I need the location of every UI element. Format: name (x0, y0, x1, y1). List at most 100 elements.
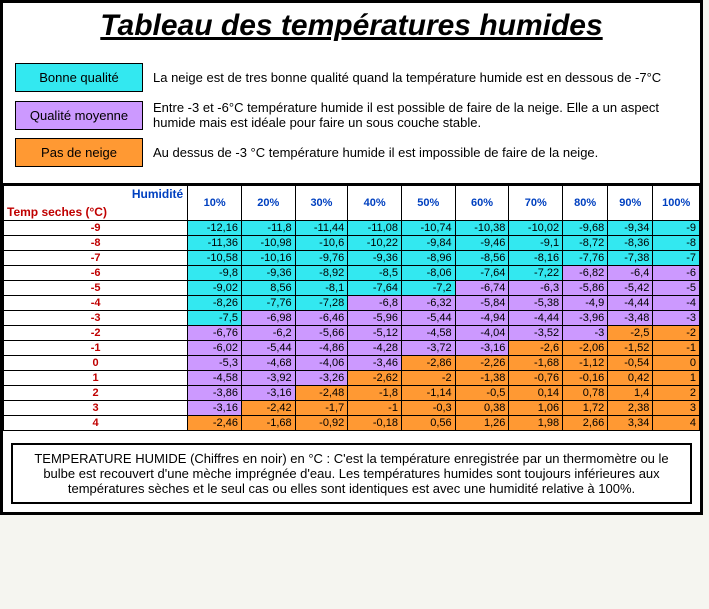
dry-temp-cell: -8 (4, 236, 188, 251)
wetbulb-cell: 0,78 (563, 386, 608, 401)
wetbulb-cell: -5,42 (608, 281, 653, 296)
wetbulb-cell: -3,92 (241, 371, 295, 386)
wetbulb-cell: -8,96 (401, 251, 455, 266)
wetbulb-cell: -2,06 (563, 341, 608, 356)
wetbulb-cell: -2,46 (188, 416, 242, 431)
wetbulb-cell: -8,56 (455, 251, 509, 266)
table-row: -1-6,02-5,44-4,86-4,28-3,72-3,16-2,6-2,0… (4, 341, 700, 356)
wetbulb-cell: -8,5 (348, 266, 402, 281)
wetbulb-cell: -6,02 (188, 341, 242, 356)
wetbulb-cell: -7,22 (509, 266, 563, 281)
dry-temp-cell: -2 (4, 326, 188, 341)
wetbulb-cell: -4,28 (348, 341, 402, 356)
humidity-column-header: 100% (653, 186, 700, 221)
wetbulb-cell: -5,84 (455, 296, 509, 311)
dry-temp-cell: 3 (4, 401, 188, 416)
wetbulb-cell: -4,06 (295, 356, 348, 371)
humidity-column-header: 10% (188, 186, 242, 221)
wetbulb-cell: 8,56 (241, 281, 295, 296)
wetbulb-cell: -7,64 (348, 281, 402, 296)
page-container: Tableau des températures humides Bonne q… (0, 0, 703, 515)
wetbulb-cell: -5,66 (295, 326, 348, 341)
wetbulb-table: HumiditéTemp seches (°C)10%20%30%40%50%6… (3, 185, 700, 431)
wetbulb-cell: 0,38 (455, 401, 509, 416)
wetbulb-cell: -2,26 (455, 356, 509, 371)
wetbulb-cell: -9,68 (563, 221, 608, 236)
legend-text: La neige est de tres bonne qualité quand… (153, 70, 692, 85)
wetbulb-cell: 0,42 (608, 371, 653, 386)
wetbulb-cell: -6,8 (348, 296, 402, 311)
wetbulb-cell: -7 (653, 251, 700, 266)
wetbulb-cell: -3,96 (563, 311, 608, 326)
wetbulb-cell: -0,5 (455, 386, 509, 401)
humidity-column-header: 40% (348, 186, 402, 221)
wetbulb-cell: -8 (653, 236, 700, 251)
wetbulb-cell: 4 (653, 416, 700, 431)
wetbulb-cell: -4,68 (241, 356, 295, 371)
wetbulb-cell: -5,44 (401, 311, 455, 326)
table-row: -5-9,028,56-8,1-7,64-7,2-6,74-6,3-5,86-5… (4, 281, 700, 296)
wetbulb-cell: -9,8 (188, 266, 242, 281)
table-wrap: HumiditéTemp seches (°C)10%20%30%40%50%6… (3, 183, 700, 431)
wetbulb-cell: -8,1 (295, 281, 348, 296)
legend-text: Au dessus de -3 °C température humide il… (153, 145, 692, 160)
wetbulb-cell: 2,66 (563, 416, 608, 431)
wetbulb-cell: 2,38 (608, 401, 653, 416)
wetbulb-cell: -1,8 (348, 386, 402, 401)
dry-temp-cell: -9 (4, 221, 188, 236)
wetbulb-cell: -1,68 (509, 356, 563, 371)
wetbulb-cell: -9,34 (608, 221, 653, 236)
wetbulb-cell: -6,74 (455, 281, 509, 296)
wetbulb-cell: -9 (653, 221, 700, 236)
dry-temp-cell: -1 (4, 341, 188, 356)
wetbulb-cell: -6,4 (608, 266, 653, 281)
wetbulb-cell: -4,94 (455, 311, 509, 326)
page-title: Tableau des températures humides (3, 3, 700, 51)
wetbulb-cell: -9,76 (295, 251, 348, 266)
wetbulb-cell: -9,84 (401, 236, 455, 251)
wetbulb-cell: -6 (653, 266, 700, 281)
wetbulb-cell: 2 (653, 386, 700, 401)
wetbulb-cell: -2,6 (509, 341, 563, 356)
table-row: -6-9,8-9,36-8,92-8,5-8,06-7,64-7,22-6,82… (4, 266, 700, 281)
wetbulb-cell: -9,36 (348, 251, 402, 266)
wetbulb-cell: -10,38 (455, 221, 509, 236)
wetbulb-cell: -8,72 (563, 236, 608, 251)
wetbulb-cell: -6,32 (401, 296, 455, 311)
humidity-column-header: 80% (563, 186, 608, 221)
wetbulb-cell: -0,76 (509, 371, 563, 386)
humidity-column-header: 30% (295, 186, 348, 221)
wetbulb-cell: -10,02 (509, 221, 563, 236)
wetbulb-cell: -9,1 (509, 236, 563, 251)
table-row: -4-8,26-7,76-7,28-6,8-6,32-5,84-5,38-4,9… (4, 296, 700, 311)
footnote: TEMPERATURE HUMIDE (Chiffres en noir) en… (11, 443, 692, 504)
dry-temp-cell: 0 (4, 356, 188, 371)
wetbulb-cell: 0,14 (509, 386, 563, 401)
wetbulb-cell: 1,98 (509, 416, 563, 431)
wetbulb-cell: -10,6 (295, 236, 348, 251)
wetbulb-cell: -9,02 (188, 281, 242, 296)
table-row: -3-7,5-6,98-6,46-5,96-5,44-4,94-4,44-3,9… (4, 311, 700, 326)
wetbulb-cell: -9,36 (241, 266, 295, 281)
wetbulb-cell: -2 (653, 326, 700, 341)
humidity-column-header: 20% (241, 186, 295, 221)
wetbulb-cell: -4,44 (608, 296, 653, 311)
wetbulb-cell: 1,72 (563, 401, 608, 416)
wetbulb-cell: -3 (563, 326, 608, 341)
wetbulb-cell: -5,12 (348, 326, 402, 341)
wetbulb-cell: -11,36 (188, 236, 242, 251)
dry-temp-cell: -6 (4, 266, 188, 281)
wetbulb-cell: -7,64 (455, 266, 509, 281)
wetbulb-cell: 3 (653, 401, 700, 416)
dry-temp-cell: -5 (4, 281, 188, 296)
wetbulb-cell: -3,26 (295, 371, 348, 386)
wetbulb-cell: -0,54 (608, 356, 653, 371)
table-row: -9-12,16-11,8-11,44-11,08-10,74-10,38-10… (4, 221, 700, 236)
legend-box: Qualité moyenne (15, 101, 143, 130)
wetbulb-cell: -0,18 (348, 416, 402, 431)
wetbulb-cell: -6,2 (241, 326, 295, 341)
wetbulb-cell: -1,38 (455, 371, 509, 386)
table-row: 0-5,3-4,68-4,06-3,46-2,86-2,26-1,68-1,12… (4, 356, 700, 371)
legend-row: Bonne qualitéLa neige est de tres bonne … (11, 63, 692, 92)
wetbulb-cell: -8,06 (401, 266, 455, 281)
